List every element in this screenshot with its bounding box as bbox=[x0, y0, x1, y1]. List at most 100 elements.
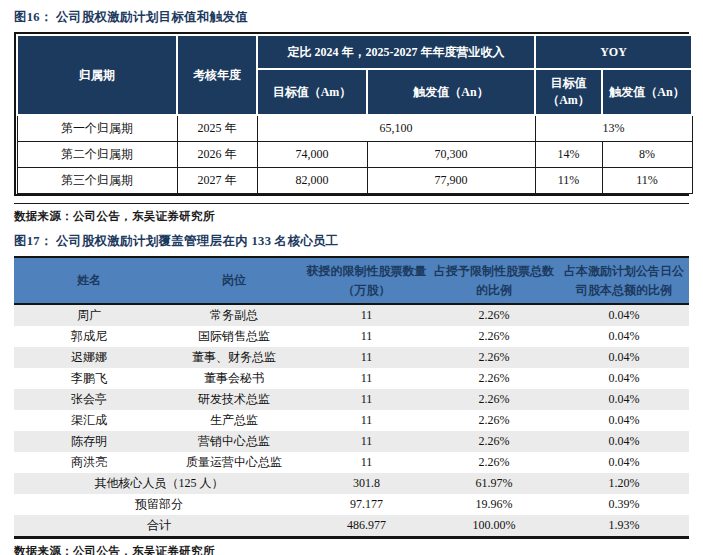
cell-pct-of-capital: 0.04% bbox=[559, 452, 689, 473]
cell-shares: 11 bbox=[304, 389, 429, 410]
cell-revenue-merged: 65,100 bbox=[257, 115, 535, 142]
figure16-table-frame: 归属期 考核年度 定比 2024 年，2025-2027 年年度营业收入 YOY… bbox=[14, 32, 689, 196]
col-header-pct-of-grant: 占授予限制性股票总数的比例 bbox=[429, 258, 559, 304]
cell-pct-of-grant: 100.00% bbox=[429, 515, 559, 536]
table-row-other-core-staff: 其他核心人员（125 人） 301.8 61.97% 1.20% bbox=[14, 473, 689, 494]
cell-shares: 11 bbox=[304, 304, 429, 326]
col-group-yoy: YOY bbox=[535, 35, 692, 69]
table-row: 郭成尼 国际销售总监 11 2.26% 0.04% bbox=[14, 326, 689, 347]
cell-summary-label: 合计 bbox=[14, 515, 304, 536]
cell-pct-of-grant: 61.97% bbox=[429, 473, 559, 494]
cell-pct-of-grant: 2.26% bbox=[429, 431, 559, 452]
cell-pct-of-grant: 2.26% bbox=[429, 304, 559, 326]
cell-shares: 11 bbox=[304, 431, 429, 452]
cell-name: 迟娜娜 bbox=[14, 347, 164, 368]
table-row: 第三个归属期 2027 年 82,000 77,900 11% 11% bbox=[17, 168, 692, 194]
col-group-revenue: 定比 2024 年，2025-2027 年年度营业收入 bbox=[257, 35, 535, 69]
table-row: 商洪亮 质量运营中心总监 11 2.26% 0.04% bbox=[14, 452, 689, 473]
cell-summary-label: 预留部分 bbox=[14, 494, 304, 515]
table-row: 陈存明 营销中心总监 11 2.26% 0.04% bbox=[14, 431, 689, 452]
col-header-yoy-trigger: 触发值（An） bbox=[602, 69, 692, 115]
col-header-target: 目标值（Am） bbox=[257, 69, 367, 115]
table-row: 第二个归属期 2026 年 74,000 70,300 14% 8% bbox=[17, 142, 692, 168]
divider-rule bbox=[14, 203, 689, 204]
incentive-target-table-body: 第一个归属期 2025 年 65,100 13% 第二个归属期 2026 年 7… bbox=[17, 115, 692, 194]
cell-yoy-target: 14% bbox=[535, 142, 602, 168]
cell-shares: 11 bbox=[304, 452, 429, 473]
cell-yoy-target: 11% bbox=[535, 168, 602, 194]
header-row-groups: 归属期 考核年度 定比 2024 年，2025-2027 年年度营业收入 YOY bbox=[17, 35, 692, 69]
core-employee-table-header: 姓名 岗位 获授的限制性股票数量（万股） 占授予限制性股票总数的比例 占本激励计… bbox=[14, 258, 689, 304]
cell-pct-of-capital: 0.04% bbox=[559, 368, 689, 389]
cell-trigger: 70,300 bbox=[367, 142, 535, 168]
figure16-source-note: 数据来源：公司公告，东吴证券研究所 bbox=[14, 209, 689, 224]
cell-trigger: 77,900 bbox=[367, 168, 535, 194]
cell-yoy-trigger: 8% bbox=[602, 142, 692, 168]
col-header-year: 考核年度 bbox=[177, 35, 257, 115]
cell-pct-of-grant: 19.96% bbox=[429, 494, 559, 515]
cell-shares: 11 bbox=[304, 347, 429, 368]
cell-position: 董事、财务总监 bbox=[164, 347, 304, 368]
cell-pct-of-capital: 0.04% bbox=[559, 389, 689, 410]
cell-name: 李鹏飞 bbox=[14, 368, 164, 389]
cell-pct-of-grant: 2.26% bbox=[429, 452, 559, 473]
cell-name: 渠汇成 bbox=[14, 410, 164, 431]
cell-position: 质量运营中心总监 bbox=[164, 452, 304, 473]
col-header-yoy-target: 目标值（Am） bbox=[535, 69, 602, 115]
cell-pct-of-capital: 1.20% bbox=[559, 473, 689, 494]
cell-period: 第三个归属期 bbox=[17, 168, 177, 194]
cell-shares: 301.8 bbox=[304, 473, 429, 494]
cell-yoy-merged: 13% bbox=[535, 115, 692, 142]
cell-name: 张会亭 bbox=[14, 389, 164, 410]
cell-pct-of-grant: 2.26% bbox=[429, 326, 559, 347]
table-row: 李鹏飞 董事会秘书 11 2.26% 0.04% bbox=[14, 368, 689, 389]
cell-pct-of-capital: 1.93% bbox=[559, 515, 689, 536]
cell-shares: 11 bbox=[304, 326, 429, 347]
cell-position: 生产总监 bbox=[164, 410, 304, 431]
cell-position: 常务副总 bbox=[164, 304, 304, 326]
cell-period: 第一个归属期 bbox=[17, 115, 177, 142]
cell-year: 2025 年 bbox=[177, 115, 257, 142]
cell-pct-of-capital: 0.04% bbox=[559, 304, 689, 326]
cell-yoy-trigger: 11% bbox=[602, 168, 692, 194]
cell-pct-of-grant: 2.26% bbox=[429, 368, 559, 389]
cell-shares: 11 bbox=[304, 368, 429, 389]
header-row: 姓名 岗位 获授的限制性股票数量（万股） 占授予限制性股票总数的比例 占本激励计… bbox=[14, 258, 689, 304]
cell-name: 郭成尼 bbox=[14, 326, 164, 347]
core-employee-table-body: 周广 常务副总 11 2.26% 0.04% 郭成尼 国际销售总监 11 2.2… bbox=[14, 304, 689, 536]
cell-pct-of-capital: 0.04% bbox=[559, 326, 689, 347]
cell-shares: 11 bbox=[304, 410, 429, 431]
table-row: 迟娜娜 董事、财务总监 11 2.26% 0.04% bbox=[14, 347, 689, 368]
report-page: 图16： 公司股权激励计划目标值和触发值 归属期 考核年度 定比 2024 年，… bbox=[0, 0, 703, 555]
cell-target: 74,000 bbox=[257, 142, 367, 168]
table-row: 渠汇成 生产总监 11 2.26% 0.04% bbox=[14, 410, 689, 431]
figure17-table-frame: 姓名 岗位 获授的限制性股票数量（万股） 占授予限制性股票总数的比例 占本激励计… bbox=[14, 256, 689, 539]
cell-position: 董事会秘书 bbox=[164, 368, 304, 389]
cell-shares: 486.977 bbox=[304, 515, 429, 536]
cell-pct-of-capital: 0.04% bbox=[559, 431, 689, 452]
cell-pct-of-capital: 0.04% bbox=[559, 347, 689, 368]
col-header-name: 姓名 bbox=[14, 258, 164, 304]
incentive-target-table-header: 归属期 考核年度 定比 2024 年，2025-2027 年年度营业收入 YOY… bbox=[17, 35, 692, 115]
cell-position: 研发技术总监 bbox=[164, 389, 304, 410]
cell-pct-of-grant: 2.26% bbox=[429, 347, 559, 368]
cell-shares: 97.177 bbox=[304, 494, 429, 515]
incentive-target-table: 归属期 考核年度 定比 2024 年，2025-2027 年年度营业收入 YOY… bbox=[16, 34, 693, 194]
table-row: 周广 常务副总 11 2.26% 0.04% bbox=[14, 304, 689, 326]
cell-year: 2026 年 bbox=[177, 142, 257, 168]
col-header-period: 归属期 bbox=[17, 35, 177, 115]
col-header-trigger: 触发值（An） bbox=[367, 69, 535, 115]
cell-pct-of-capital: 0.39% bbox=[559, 494, 689, 515]
col-header-pct-of-capital: 占本激励计划公告日公司股本总额的比例 bbox=[559, 258, 689, 304]
cell-pct-of-grant: 2.26% bbox=[429, 389, 559, 410]
figure17-title: 图17： 公司股权激励计划覆盖管理层在内 133 名核心员工 bbox=[14, 233, 689, 250]
col-header-position: 岗位 bbox=[164, 258, 304, 304]
cell-pct-of-capital: 0.04% bbox=[559, 410, 689, 431]
cell-pct-of-grant: 2.26% bbox=[429, 410, 559, 431]
cell-period: 第二个归属期 bbox=[17, 142, 177, 168]
cell-position: 国际销售总监 bbox=[164, 326, 304, 347]
table-row: 第一个归属期 2025 年 65,100 13% bbox=[17, 115, 692, 142]
figure16-title: 图16： 公司股权激励计划目标值和触发值 bbox=[14, 9, 689, 26]
col-header-shares: 获授的限制性股票数量（万股） bbox=[304, 258, 429, 304]
cell-name: 周广 bbox=[14, 304, 164, 326]
